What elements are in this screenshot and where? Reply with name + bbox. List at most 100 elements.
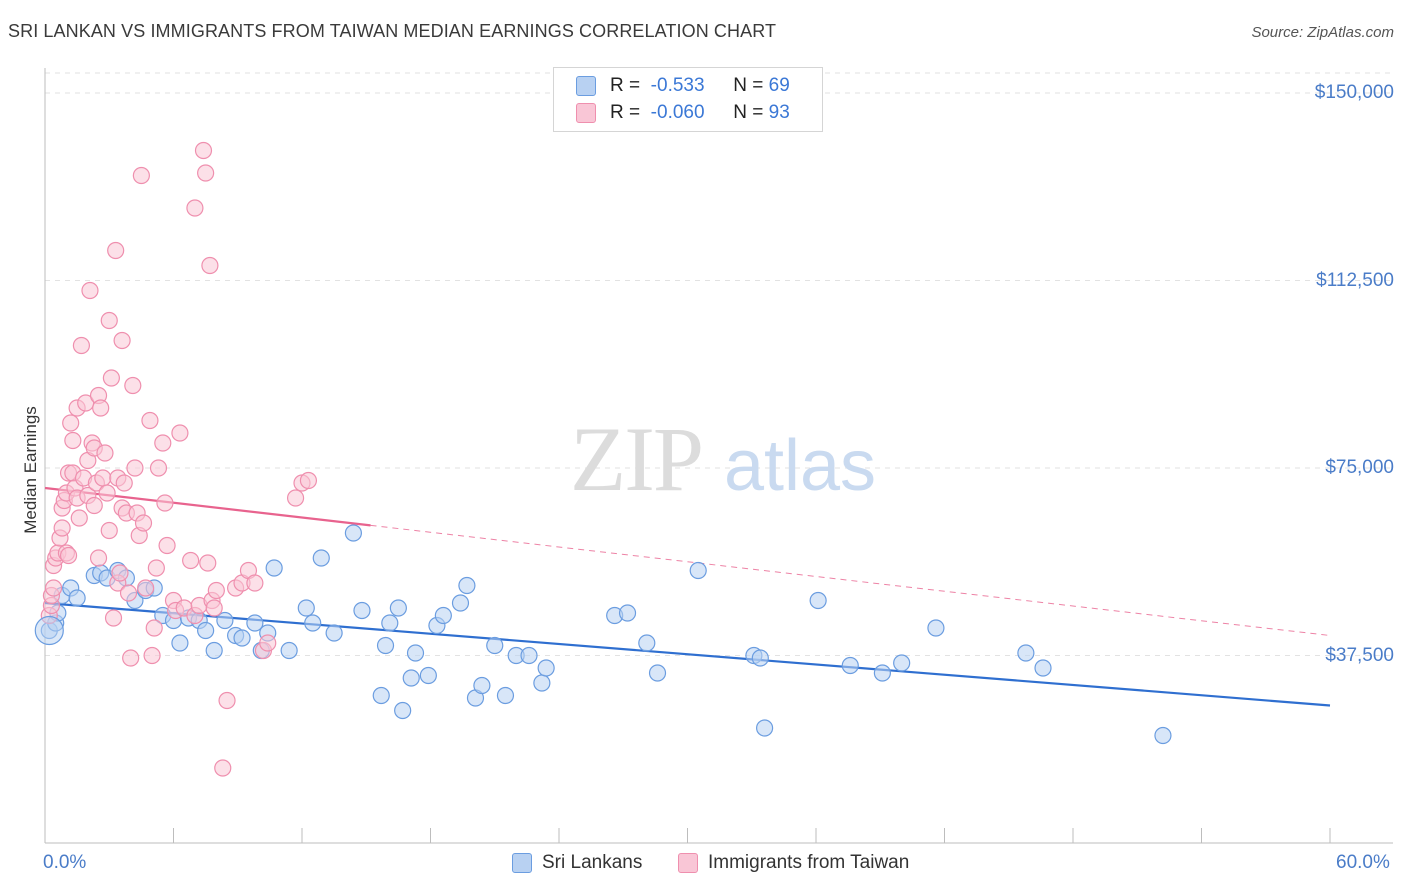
taiwan-point	[214, 759, 232, 777]
n-label: N =	[733, 102, 764, 123]
taiwan-point	[100, 311, 118, 330]
svg-text:ZIP: ZIP	[570, 408, 702, 510]
taiwan-point	[72, 336, 91, 355]
sri-lankan-point	[486, 636, 504, 655]
sri-lankan-point	[297, 599, 315, 617]
sri-lankan-point	[304, 614, 322, 632]
taiwan-point	[154, 434, 172, 452]
taiwan-point	[156, 494, 174, 512]
sri-lankan-point	[451, 594, 470, 612]
sri-lankan-point	[376, 636, 395, 655]
taiwan-point	[119, 584, 138, 602]
taiwan-point	[286, 489, 305, 507]
sri-lankan-point	[520, 646, 538, 665]
sri-lankan-point	[394, 701, 412, 720]
taiwan-point	[89, 549, 108, 567]
sri-lankan-point	[233, 629, 251, 647]
n-label: N =	[733, 75, 764, 96]
zipatlas-watermark: ZIP atlas	[570, 408, 876, 510]
y-tick-label: $75,000	[1325, 457, 1394, 478]
x-tick-label-min: 0.0%	[43, 852, 87, 873]
sri-lankan-point	[171, 634, 189, 652]
sri-lankan-point	[68, 589, 86, 607]
taiwan-point	[98, 484, 116, 502]
taiwan-point	[246, 574, 264, 592]
taiwan-point	[104, 609, 123, 627]
r-value-taiwan: -0.060	[650, 102, 705, 123]
sri-lankan-point	[312, 549, 330, 567]
taiwan-point	[171, 424, 189, 442]
sri-lankans-legend-swatch	[512, 853, 532, 873]
legend-item-sri-lankans[interactable]: Sri Lankans	[512, 852, 642, 874]
taiwan-swatch	[576, 103, 596, 123]
legend-row-taiwan: R = -0.060 N = 93	[576, 100, 790, 126]
sri-lankan-point	[496, 686, 515, 705]
taiwan-point	[100, 521, 118, 540]
taiwan-point	[113, 331, 131, 350]
taiwan-point	[122, 649, 140, 667]
taiwan-point	[44, 579, 63, 597]
r-label: R =	[610, 102, 641, 123]
sri-lankans-legend-label: Sri Lankans	[542, 852, 643, 873]
x-tick-label-max: 60.0%	[1336, 852, 1390, 873]
sri-lankan-point	[533, 674, 551, 692]
svg-text:atlas: atlas	[724, 426, 876, 506]
taiwan-point	[186, 199, 204, 217]
taiwan-point	[299, 471, 318, 490]
legend-row-sri-lankans: R = -0.533 N = 69	[576, 73, 790, 99]
sri-lankan-point	[755, 719, 774, 737]
sri-lankan-point	[751, 649, 769, 667]
taiwan-point	[53, 519, 71, 537]
chart-title: SRI LANKAN VS IMMIGRANTS FROM TAIWAN MED…	[8, 21, 777, 41]
sri-lankan-point	[1154, 726, 1172, 745]
taiwan-point	[197, 164, 215, 182]
taiwan-point	[194, 141, 213, 160]
taiwan-point	[182, 551, 200, 570]
r-label: R =	[610, 75, 641, 96]
sri-lankan-point	[419, 666, 437, 685]
sri-lankan-point	[537, 659, 555, 677]
taiwan-point	[218, 691, 236, 710]
sri-lankan-point	[618, 604, 637, 622]
legend-item-taiwan[interactable]: Immigrants from Taiwan	[678, 852, 909, 874]
sri-lankan-point	[205, 641, 223, 660]
axes	[44, 68, 1393, 844]
taiwan-point	[145, 619, 163, 637]
y-tick-label: $150,000	[1314, 82, 1394, 103]
sri-lankan-point	[434, 606, 452, 625]
sri-lankan-point	[689, 561, 707, 580]
sri-lankan-point	[1017, 644, 1035, 662]
taiwan-point	[137, 579, 155, 597]
sri-lankan-point	[638, 634, 656, 652]
sri-lankan-point	[809, 591, 827, 610]
n-value-sri-lankans: 69	[768, 75, 790, 96]
trend-lines	[44, 486, 1331, 707]
sri-lankan-point	[873, 664, 891, 682]
taiwan-point	[141, 411, 159, 430]
sri-lankan-point	[473, 676, 491, 695]
taiwan-point	[92, 399, 110, 417]
n-value-taiwan: 93	[768, 102, 790, 123]
taiwan-legend-label: Immigrants from Taiwan	[708, 852, 910, 873]
r-value-sri-lankans: -0.533	[650, 75, 705, 96]
data-points	[34, 141, 1172, 777]
taiwan-point	[259, 634, 277, 652]
taiwan-point	[201, 256, 219, 275]
taiwan-point	[205, 599, 223, 617]
sri-lankan-point	[280, 641, 298, 660]
sri-lankan-point	[246, 614, 264, 632]
sri-lankan-point	[344, 524, 362, 542]
sri-lankan-point	[265, 559, 283, 577]
sri-lankan-point	[372, 686, 390, 705]
y-tick-label: $112,500	[1316, 269, 1394, 291]
taiwan-point	[149, 459, 168, 477]
sri-lankan-point	[389, 599, 407, 617]
taiwan-point	[85, 496, 103, 515]
sri-lankan-point	[381, 614, 399, 632]
sri-lankan-point	[197, 621, 215, 640]
taiwan-point	[158, 536, 176, 555]
sri-lankan-point	[34, 615, 64, 646]
sri-lankan-point	[458, 576, 476, 595]
taiwan-point	[59, 546, 78, 565]
